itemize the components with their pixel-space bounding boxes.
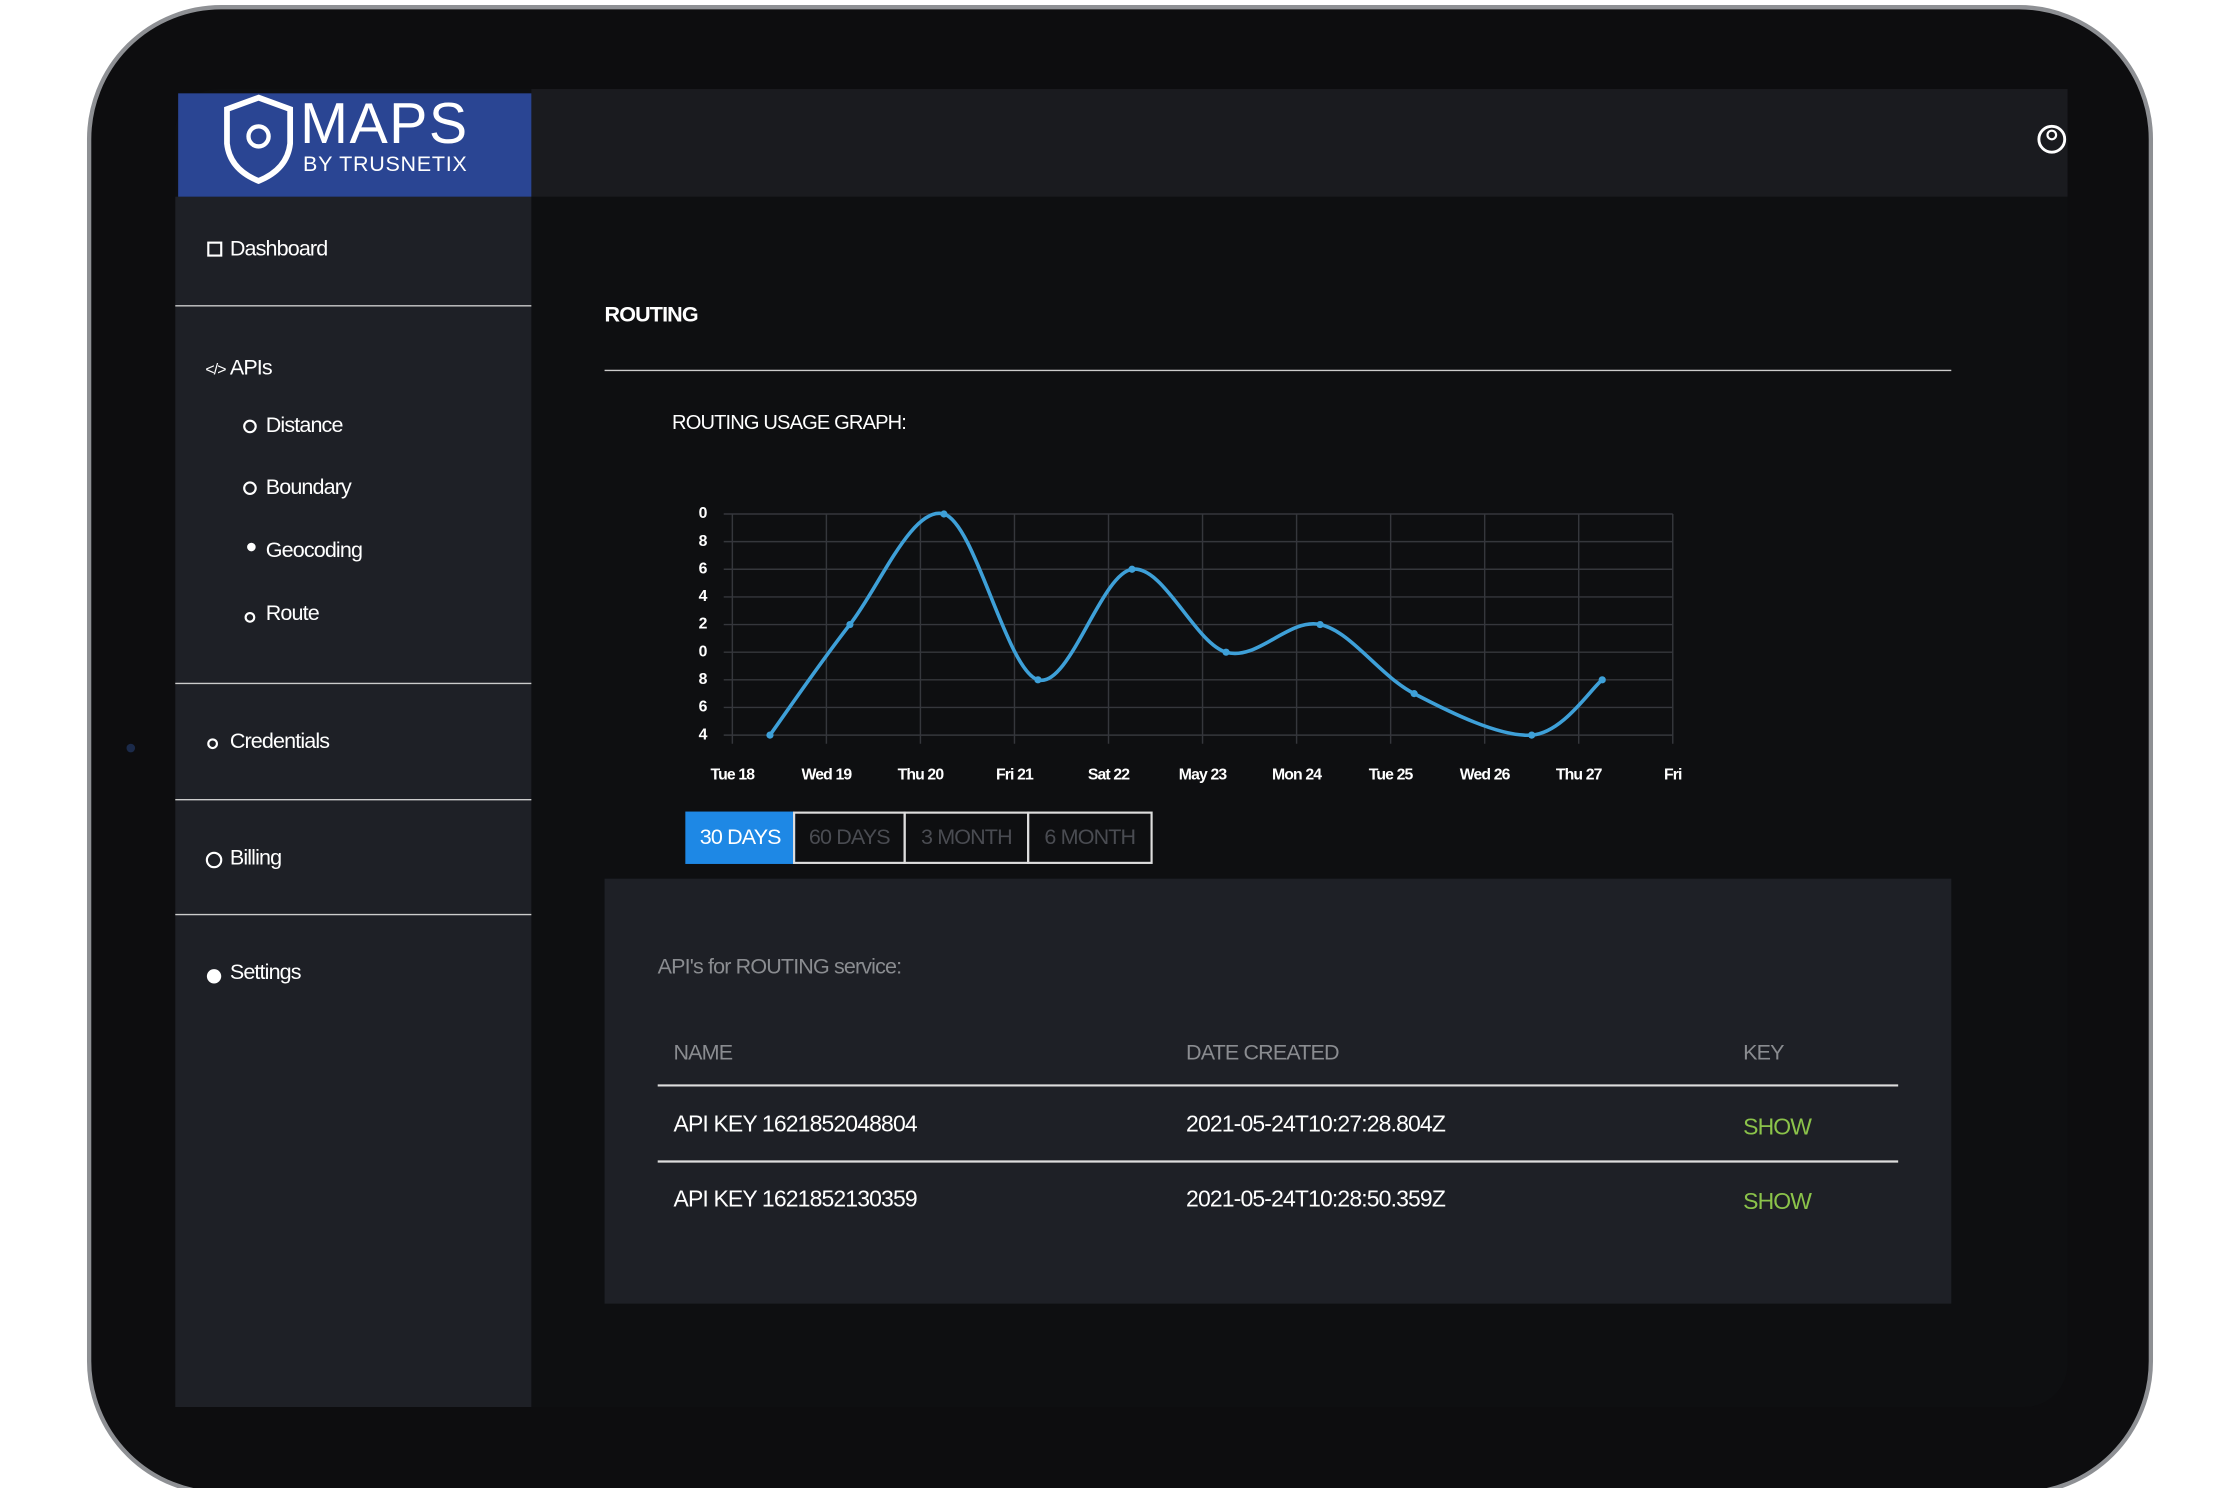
chart-title: ROUTING USAGE GRAPH: bbox=[672, 412, 906, 434]
nav-item[interactable]: Dashboard bbox=[230, 237, 328, 261]
data-point bbox=[940, 510, 948, 518]
billing-icon bbox=[205, 851, 223, 869]
dashboard-icon bbox=[207, 241, 223, 257]
x-tick-label: Wed 19 bbox=[801, 766, 852, 783]
column-header: DATE CREATED bbox=[1186, 1041, 1339, 1065]
page-title: ROUTING bbox=[605, 303, 698, 327]
data-point bbox=[1316, 620, 1324, 629]
data-point bbox=[1128, 565, 1136, 573]
table-panel bbox=[604, 878, 1952, 1304]
x-tick-label: Tue 18 bbox=[711, 766, 756, 783]
chart: 4 6 8 0 2 4 6 8 0 Tue 18 Wed 19 Thu 20 Fri 21 Sat 22 M… bbox=[699, 505, 1683, 783]
distance-icon bbox=[243, 419, 257, 434]
table-cell: API KEY 1621852048804 bbox=[673, 1111, 917, 1137]
top-bar bbox=[531, 89, 2068, 197]
credentials-icon bbox=[207, 738, 218, 750]
user-icon-head bbox=[2046, 129, 2058, 141]
route-icon bbox=[244, 611, 256, 623]
y-tick-label: 6 bbox=[699, 560, 708, 577]
x-tick-label: Thu 27 bbox=[1556, 766, 1603, 783]
y-tick-label: 0 bbox=[699, 505, 708, 522]
x-tick-label: Tue 25 bbox=[1369, 766, 1414, 783]
y-tick-label: 0 bbox=[699, 643, 708, 660]
logo-shield bbox=[224, 94, 294, 184]
logo-block bbox=[178, 93, 532, 197]
range-button-label: 30 DAYS bbox=[700, 825, 781, 849]
sidebar bbox=[175, 196, 532, 1408]
nav-item[interactable]: Billing bbox=[230, 845, 282, 869]
boundary-icon bbox=[243, 481, 257, 495]
data-point bbox=[766, 731, 774, 739]
range-buttons: 30 DAYS 60 DAYS 3 MONTH 6 MONTH bbox=[685, 811, 1153, 864]
range-button-label: 6 MONTH bbox=[1044, 825, 1135, 849]
x-tick-label: Fri 21 bbox=[996, 766, 1034, 783]
y-tick-label: 2 bbox=[699, 616, 708, 633]
nav-subitem[interactable]: Geocoding bbox=[266, 538, 363, 562]
usage-line bbox=[768, 511, 1604, 737]
nav-subitem[interactable]: Boundary bbox=[266, 475, 353, 499]
nav-item[interactable]: Credentials bbox=[230, 729, 330, 753]
logo-pin bbox=[246, 124, 271, 149]
data-point bbox=[846, 620, 854, 629]
nav-item[interactable]: Settings bbox=[230, 960, 302, 984]
y-tick-label: 4 bbox=[699, 726, 708, 743]
x-tick-label: Sat 22 bbox=[1088, 766, 1130, 783]
show-key-link[interactable]: SHOW bbox=[1743, 1114, 1813, 1140]
table-cell: 2021-05-24T10:27:28.804Z bbox=[1186, 1111, 1446, 1137]
table-caption: API's for ROUTING service: bbox=[658, 954, 902, 978]
data-point bbox=[1410, 690, 1418, 698]
range-button[interactable] bbox=[685, 811, 796, 864]
nav-item[interactable]: APIs bbox=[230, 356, 273, 380]
range-button-label: 60 DAYS bbox=[809, 825, 890, 849]
data-point bbox=[1034, 676, 1042, 684]
apis-icon: </> bbox=[205, 362, 226, 379]
data-point bbox=[1528, 731, 1536, 739]
x-tick-label: May 23 bbox=[1179, 766, 1228, 783]
nav-subitem[interactable]: Route bbox=[266, 601, 321, 625]
data-point bbox=[1222, 648, 1230, 656]
user-icon[interactable] bbox=[2037, 124, 2067, 154]
data-point bbox=[1598, 676, 1606, 684]
column-header: NAME bbox=[673, 1041, 732, 1065]
nav-subitem[interactable]: Distance bbox=[266, 413, 345, 437]
camera bbox=[126, 743, 136, 753]
logo-title: MAPS bbox=[300, 92, 468, 156]
api-table: NAME DATE CREATED KEY API KEY 1621852048804… bbox=[657, 1041, 1899, 1214]
settings-icon bbox=[206, 969, 222, 984]
logo-subtitle: BY TRUSNETIX bbox=[303, 152, 467, 176]
y-tick-label: 6 bbox=[699, 699, 708, 716]
y-tick-label: 4 bbox=[699, 588, 708, 605]
x-tick-label: Mon 24 bbox=[1272, 766, 1322, 783]
y-tick-label: 8 bbox=[699, 671, 708, 688]
x-tick-label: Thu 20 bbox=[898, 766, 945, 783]
x-tick-label: Fri bbox=[1664, 766, 1682, 783]
show-key-link[interactable]: SHOW bbox=[1743, 1188, 1813, 1214]
geocoding-icon bbox=[247, 542, 256, 552]
range-button-label: 3 MONTH bbox=[921, 825, 1012, 849]
x-tick-label: Wed 26 bbox=[1460, 766, 1511, 783]
range-button[interactable] bbox=[1027, 811, 1153, 864]
table-cell: API KEY 1621852130359 bbox=[673, 1185, 916, 1211]
y-tick-label: 8 bbox=[699, 533, 708, 550]
column-header: KEY bbox=[1743, 1041, 1784, 1065]
table-cell: 2021-05-24T10:28:50.359Z bbox=[1186, 1185, 1446, 1211]
